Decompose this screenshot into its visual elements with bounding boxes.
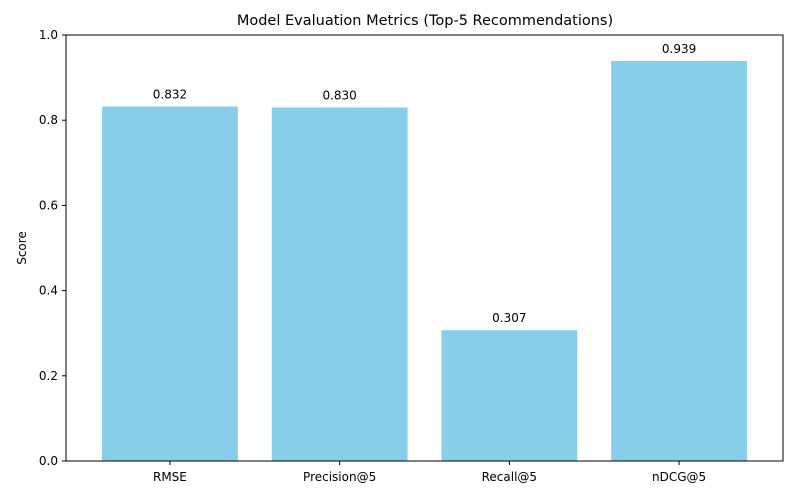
plot-area: 0.832 0.830 0.307 0.939 [102, 42, 747, 462]
y-tick-label: 0.8 [39, 113, 58, 127]
axis-ticks: RMSE Precision@5 Recall@5 nDCG@5 0.0 0.2 0.4 0.… [39, 28, 706, 484]
y-tick-label: 0.2 [39, 369, 58, 383]
data-label: 0.832 [153, 88, 187, 102]
bar-recall-5 [441, 330, 578, 461]
bar-ndcg-5 [611, 60, 747, 462]
bar-precision-5 [271, 107, 408, 462]
bar-rmse [102, 106, 238, 462]
x-tick-label: Recall@5 [482, 470, 537, 484]
data-label: 0.830 [322, 88, 356, 102]
y-tick-label: 0.6 [39, 198, 58, 212]
axes-frame [65, 34, 784, 462]
y-tick-label: 0.0 [39, 454, 58, 468]
x-tick-label: nDCG@5 [652, 470, 706, 484]
x-tick-label: RMSE [153, 470, 187, 484]
data-label: 0.939 [662, 42, 696, 56]
chart-title: Model Evaluation Metrics (Top-5 Recommen… [237, 13, 613, 29]
y-tick-label: 1.0 [39, 28, 58, 42]
y-tick-label: 0.4 [39, 284, 58, 298]
data-label: 0.307 [492, 311, 526, 325]
x-tick-label: Precision@5 [303, 470, 376, 484]
y-axis-label: Score [15, 231, 29, 265]
